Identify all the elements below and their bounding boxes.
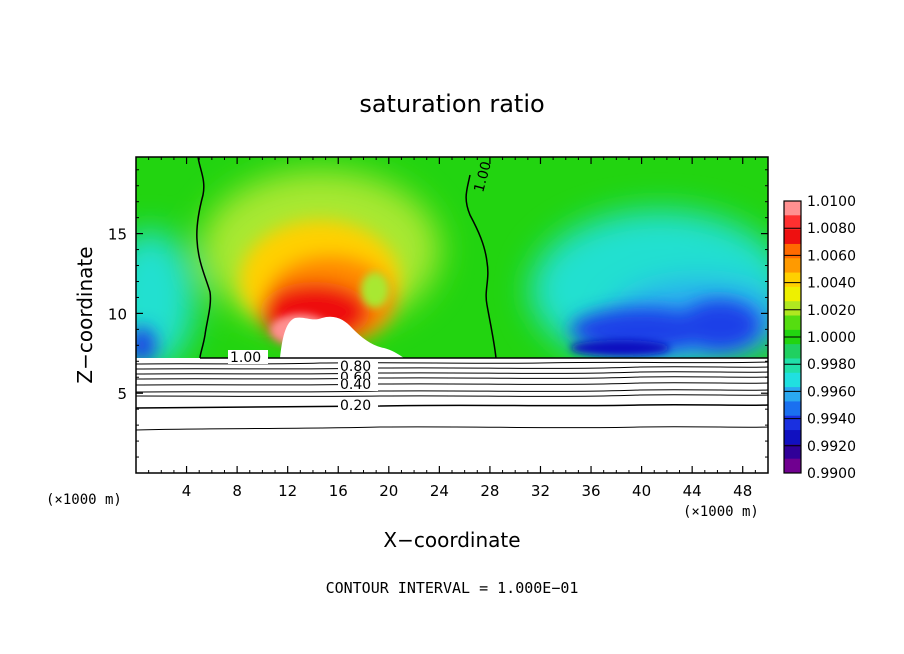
contour-line-0-60: [136, 376, 768, 380]
colorbar-label: 1.0040: [807, 276, 856, 292]
heatmap-field: [136, 157, 768, 473]
colorbar-swatch: [784, 444, 801, 460]
x-tick-label: 24: [430, 482, 449, 500]
contour-interval-note: CONTOUR INTERVAL = 1.000E−01: [326, 579, 579, 597]
y-unit-label: (×1000 m): [46, 492, 122, 508]
colorbar-swatch: [784, 315, 801, 331]
contour-line-0-70: [136, 371, 768, 375]
x-tick-label: 44: [683, 482, 702, 500]
colorbar-label: 1.0000: [807, 330, 856, 346]
colorbar-swatch: [784, 229, 801, 245]
x-tick-label: 4: [182, 482, 192, 500]
colorbar-labels: 1.0100 1.0080 1.0060 1.0040 1.0020 1.0000 0.99…: [807, 194, 856, 482]
x-tick-label: 12: [278, 482, 297, 500]
contour-line-0-40: [136, 389, 768, 393]
heatmap-blob-blue-2: [680, 300, 760, 350]
colorbar-swatch: [784, 258, 801, 274]
colorbar-swatch: [784, 201, 801, 216]
x-tick-label: 20: [379, 482, 398, 500]
contour-line-0-50: [136, 382, 768, 386]
y-tick-label: 5: [117, 385, 127, 403]
y-tick-label: 15: [108, 226, 127, 244]
heatmap-blob-darkblue: [570, 340, 670, 356]
y-axis-label: Z−coordinate: [73, 246, 97, 383]
colorbar-label: 1.0080: [807, 221, 856, 237]
colorbar-label: 0.9960: [807, 384, 856, 400]
contour-line-1-00-right: [465, 174, 497, 359]
heatmap-empty-region: [136, 316, 768, 473]
contour-label-bg-2: [338, 360, 378, 372]
colorbar-swatch: [784, 358, 801, 374]
heatmap-blob-blue-left: [136, 327, 156, 363]
colorbar-label: 1.0020: [807, 303, 856, 319]
colorbar-swatch: [784, 344, 801, 359]
colorbar-swatch: [784, 286, 801, 302]
colorbar-swatch: [784, 272, 801, 288]
colorbar-swatch: [784, 215, 801, 231]
contour-label-bg-5: [338, 399, 378, 412]
x-axis-label: X−coordinate: [383, 528, 520, 552]
contour-label-left-1-00: 1.00: [230, 350, 261, 366]
contour-label-0-20: 0.20: [340, 398, 371, 414]
colorbar: [783, 200, 802, 474]
colorbar-swatch: [784, 401, 801, 417]
x-tick-label: 28: [480, 482, 499, 500]
contour-label-right-1-00: 1.00: [471, 160, 495, 194]
colorbar-label: 1.0060: [807, 248, 856, 264]
y-axis-ticks: 5 10 15: [108, 169, 768, 458]
colorbar-swatch: [784, 243, 801, 259]
x-tick-label: 8: [232, 482, 242, 500]
y-tick-label: 10: [108, 305, 127, 323]
colorbar-label: 0.9920: [807, 439, 856, 455]
contour-lines: [136, 157, 768, 431]
colorbar-swatch: [784, 415, 801, 431]
colorbar-swatch: [784, 458, 801, 474]
chart-title: saturation ratio: [359, 90, 544, 118]
contour-label-bg-1: [228, 350, 268, 364]
colorbar-label: 0.9980: [807, 357, 856, 373]
x-tick-label: 40: [632, 482, 651, 500]
contour-line-0-80: [136, 366, 768, 370]
x-tick-label: 16: [329, 482, 348, 500]
contour-line-0-10: [136, 426, 768, 431]
contour-label-0-40: 0.40: [340, 377, 371, 393]
colorbar-swatch: [784, 301, 801, 317]
colorbar-swatch: [784, 372, 801, 388]
contour-label-bg-4: [338, 379, 378, 391]
x-tick-label: 48: [733, 482, 752, 500]
contour-line-1-00-left: [196, 157, 212, 359]
x-axis-ticks: 4 8 12 16 20 24 28 32 36 40 44 48: [148, 157, 756, 500]
x-unit-label: (×1000 m): [683, 504, 759, 520]
x-tick-label: 36: [581, 482, 600, 500]
colorbar-swatch: [784, 430, 801, 445]
colorbar-label: 1.0100: [807, 194, 856, 210]
contour-line-0-20: [136, 403, 768, 409]
colorbar-label: 0.9940: [807, 412, 856, 428]
contour-labels: 1.00 1.00 0.80 0.60 0.40 0.20: [228, 160, 495, 414]
heatmap-blob-green-inner: [361, 272, 389, 308]
colorbar-swatch: [784, 387, 801, 402]
x-tick-label: 32: [531, 482, 550, 500]
colorbar-label: 0.9900: [807, 466, 856, 482]
contour-line-0-30: [136, 394, 768, 397]
